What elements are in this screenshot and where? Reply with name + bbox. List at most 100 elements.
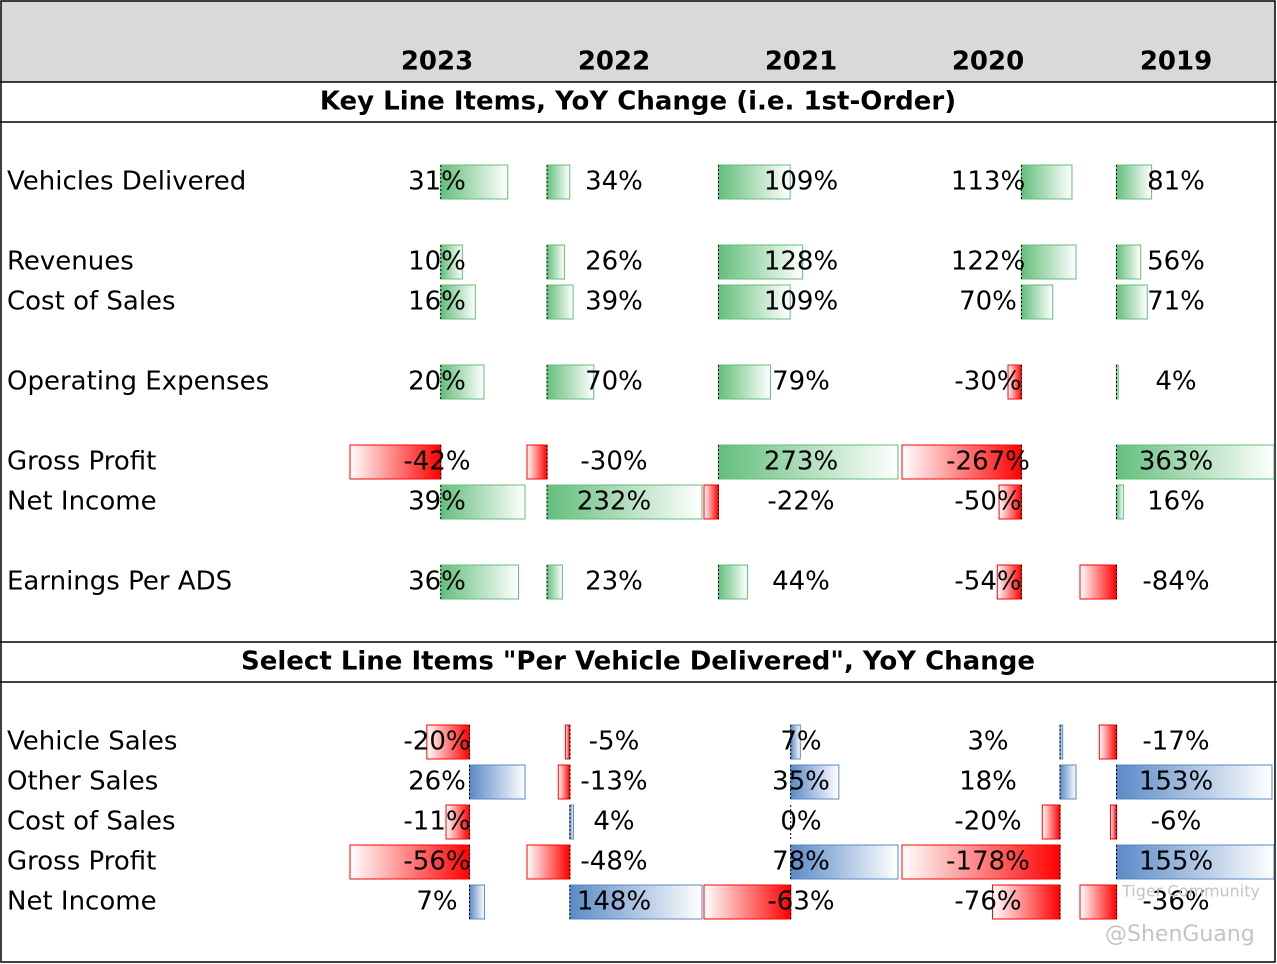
row-label: Revenues [7, 247, 134, 277]
data-bar [1116, 764, 1273, 800]
data-bar [1079, 884, 1118, 920]
data-bar [1115, 244, 1142, 280]
cell-value: -48% [580, 847, 647, 877]
section-title: Key Line Items, YoY Change (i.e. 1st-Ord… [320, 87, 956, 117]
cell-value: 155% [1139, 847, 1213, 877]
row-label: Cost of Sales [7, 287, 176, 317]
data-bar [1059, 764, 1077, 800]
cell-value: -22% [767, 487, 834, 517]
cell-value: 70% [585, 367, 643, 397]
cell-value: 4% [593, 807, 634, 837]
data-bar [1116, 844, 1275, 880]
section-title: Select Line Items "Per Vehicle Delivered… [241, 647, 1035, 677]
data-bar [790, 764, 840, 800]
cell-value: -50% [954, 487, 1021, 517]
year-header: 2021 [765, 47, 837, 77]
data-bar [703, 884, 792, 920]
row-label: Vehicle Sales [7, 727, 177, 757]
cell-value: -20% [954, 807, 1021, 837]
row-label: Net Income [7, 487, 157, 517]
cell-value: 7% [416, 887, 457, 917]
data-bar [717, 364, 771, 400]
cell-value: 26% [585, 247, 643, 277]
cell-value: 39% [408, 487, 466, 517]
cell-value: 3% [967, 727, 1008, 757]
cell-value: 81% [1147, 167, 1205, 197]
cell-value: 56% [1147, 247, 1205, 277]
data-bar [546, 284, 574, 320]
cell-value: -42% [403, 447, 470, 477]
data-bar [717, 444, 899, 480]
data-bar [469, 764, 526, 800]
cell-value: -20% [403, 727, 470, 757]
cell-value: 39% [585, 287, 643, 317]
data-bar [717, 564, 748, 600]
data-bar [1115, 484, 1124, 520]
cell-value: 10% [408, 247, 466, 277]
cell-value: -6% [1151, 807, 1202, 837]
cell-value: -13% [580, 767, 647, 797]
data-bar [546, 244, 565, 280]
data-bar [1041, 804, 1061, 840]
cell-value: -30% [954, 367, 1021, 397]
row-label: Vehicles Delivered [7, 167, 246, 197]
cell-value: -63% [767, 887, 834, 917]
cell-value: 70% [959, 287, 1017, 317]
cell-value: -267% [946, 447, 1030, 477]
cell-value: 4% [1155, 367, 1196, 397]
cell-value: -30% [580, 447, 647, 477]
data-bar [440, 284, 476, 320]
cell-value: 34% [585, 167, 643, 197]
data-bar [349, 844, 471, 880]
cell-value: 7% [780, 727, 821, 757]
cell-value: 122% [951, 247, 1025, 277]
cell-value: 148% [577, 887, 651, 917]
cell-value: 363% [1139, 447, 1213, 477]
data-bar [426, 724, 471, 760]
data-bar [703, 484, 719, 520]
data-bar [469, 884, 485, 920]
cell-value: 16% [1147, 487, 1205, 517]
row-label: Net Income [7, 887, 157, 917]
cell-value: -56% [403, 847, 470, 877]
cell-value: -178% [946, 847, 1030, 877]
data-bar [546, 364, 595, 400]
cell-value: 78% [772, 847, 830, 877]
cell-value: -17% [1142, 727, 1209, 757]
data-bar [569, 884, 703, 920]
cell-value: 16% [408, 287, 466, 317]
cell-value: 44% [772, 567, 830, 597]
data-bar [901, 844, 1061, 880]
cell-value: 128% [764, 247, 838, 277]
row-label: Operating Expenses [7, 367, 269, 397]
row-label: Gross Profit [7, 847, 156, 877]
cell-value: 0% [780, 807, 821, 837]
cell-value: 273% [764, 447, 838, 477]
row-label: Other Sales [7, 767, 158, 797]
cell-value: 79% [772, 367, 830, 397]
year-header: 2023 [401, 47, 473, 77]
cell-value: 23% [585, 567, 643, 597]
cell-value: -5% [589, 727, 640, 757]
data-bar [526, 844, 571, 880]
cell-value: 232% [577, 487, 651, 517]
data-bar [1098, 724, 1118, 760]
cell-value: 36% [408, 567, 466, 597]
year-header: 2020 [952, 47, 1024, 77]
data-bar [569, 804, 574, 840]
cell-value: 35% [772, 767, 830, 797]
cell-value: 20% [408, 367, 466, 397]
cell-value: -84% [1142, 567, 1209, 597]
data-bar [1020, 284, 1054, 320]
data-bar [546, 484, 703, 520]
cell-value: -11% [403, 807, 470, 837]
cell-value: 18% [959, 767, 1017, 797]
data-bar [1020, 244, 1077, 280]
data-bar [546, 564, 563, 600]
cell-value: -36% [1142, 887, 1209, 917]
row-label: Cost of Sales [7, 807, 176, 837]
data-bar [790, 844, 899, 880]
data-bar [717, 244, 804, 280]
data-bar [564, 724, 571, 760]
